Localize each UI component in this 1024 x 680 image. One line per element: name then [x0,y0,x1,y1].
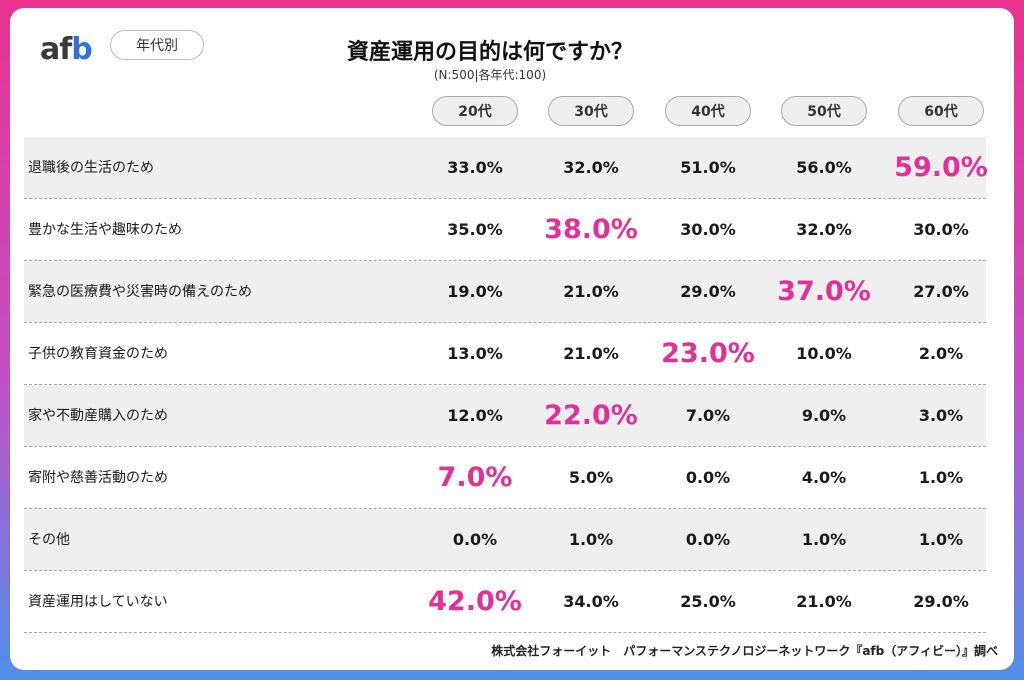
table-row: 退職後の生活のため 33.0% 32.0% 51.0% 56.0% 59.0% [24,137,988,199]
highlighted-value-cell: 7.0% [437,461,513,493]
value-cell: 1.0% [568,529,614,549]
value-cell: 3.0% [918,405,964,425]
row-label: 家や不動産購入のため [28,408,168,424]
value-cell: 0.0% [685,529,731,549]
column-header-2: 40代 [665,96,751,126]
highlighted-value-cell: 22.0% [544,399,638,431]
value-cell: 25.0% [680,591,736,611]
segment-pill: 年代別 [110,30,204,60]
row-label: 寄附や慈善活動のため [28,470,168,486]
row-label: 子供の教育資金のため [28,346,168,362]
value-cell: 29.0% [680,281,736,301]
value-cell: 35.0% [447,219,503,239]
value-cell: 12.0% [447,405,503,425]
column-header-1: 30代 [548,96,634,126]
value-cell: 1.0% [801,529,847,549]
highlighted-value-cell: 42.0% [428,585,522,617]
value-cell: 5.0% [568,467,614,487]
highlighted-value-cell: 37.0% [777,275,871,307]
value-cell: 7.0% [685,405,731,425]
value-cell: 9.0% [801,405,847,425]
value-cell: 27.0% [913,281,969,301]
row-label: 資産運用はしていない [28,594,168,610]
table-row: その他 0.0% 1.0% 0.0% 1.0% 1.0% [24,509,986,571]
afb-logo: afb [40,32,93,67]
value-cell: 29.0% [913,591,969,611]
column-header-4: 60代 [898,96,984,126]
table-row: 家や不動産購入のため 12.0% 22.0% 7.0% 9.0% 3.0% [24,385,986,447]
value-cell: 10.0% [796,343,852,363]
table-row: 緊急の医療費や災害時の備えのため 19.0% 21.0% 29.0% 37.0% 27.0… [24,261,986,323]
value-cell: 0.0% [452,529,498,549]
value-cell: 0.0% [685,467,731,487]
value-cell: 30.0% [913,219,969,239]
column-header-3: 50代 [781,96,867,126]
value-cell: 1.0% [918,529,964,549]
value-cell: 13.0% [447,343,503,363]
table-row: 豊かな生活や趣味のため 35.0% 38.0% 30.0% 32.0% 30.0% [24,199,986,261]
highlighted-value-cell: 23.0% [661,337,755,369]
row-label: その他 [28,532,70,548]
value-cell: 33.0% [447,157,503,177]
source-footer: 株式会社フォーイット パフォーマンステクノロジーネットワーク『afb（アフィビー… [491,644,998,658]
value-cell: 32.0% [796,219,852,239]
value-cell: 30.0% [680,219,736,239]
value-cell: 1.0% [918,467,964,487]
value-cell: 51.0% [680,157,736,177]
table-card: afb 年代別 資産運用の目的は何ですか？ (N:500|各年代:100) 20… [10,8,1014,670]
value-cell: 2.0% [918,343,964,363]
value-cell: 4.0% [801,467,847,487]
table-row: 子供の教育資金のため 13.0% 21.0% 23.0% 10.0% 2.0% [24,323,986,385]
chart-title: 資産運用の目的は何ですか？ [346,40,633,65]
value-cell: 21.0% [563,343,619,363]
value-cell: 21.0% [563,281,619,301]
value-cell: 21.0% [796,591,852,611]
highlighted-value-cell: 59.0% [894,151,988,183]
table-row: 寄附や慈善活動のため 7.0% 5.0% 0.0% 4.0% 1.0% [24,447,986,509]
value-cell: 34.0% [563,591,619,611]
chart-subtitle: (N:500|各年代:100) [433,68,547,82]
highlighted-value-cell: 38.0% [544,213,638,245]
value-cell: 19.0% [447,281,503,301]
row-label: 豊かな生活や趣味のため [28,222,182,238]
table-row: 資産運用はしていない 42.0% 34.0% 25.0% 21.0% 29.0% [24,571,986,633]
row-label: 緊急の医療費や災害時の備えのため [28,284,252,300]
row-label: 退職後の生活のため [28,160,154,176]
column-header-0: 20代 [432,96,518,126]
value-cell: 56.0% [796,157,852,177]
value-cell: 32.0% [563,157,619,177]
